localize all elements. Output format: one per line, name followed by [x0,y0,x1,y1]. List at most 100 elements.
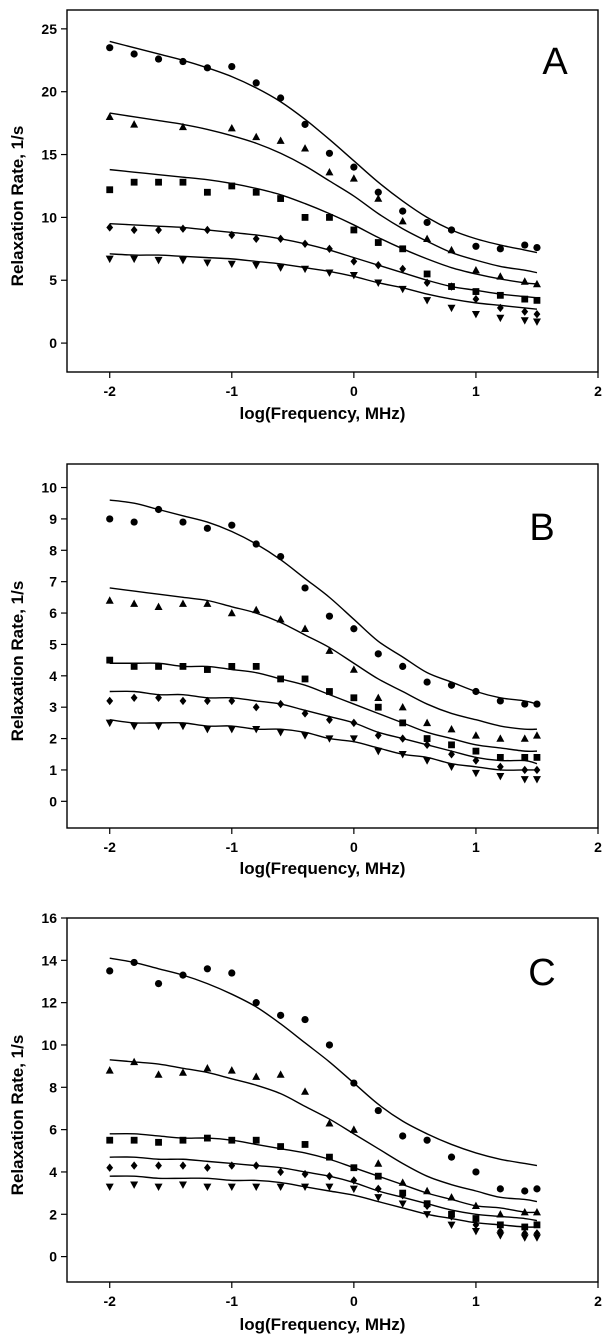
data-point-triangle-up [227,123,236,132]
data-point-triangle-up [301,624,310,632]
data-point-square [374,1172,382,1180]
data-point-square [130,1136,138,1144]
data-point-circle [521,1187,529,1195]
data-point-diamond [533,1229,541,1238]
data-point-diamond [496,762,504,772]
data-point-diamond [301,709,309,718]
data-point-triangle-up [349,174,358,182]
y-tick-label: 7 [49,574,57,590]
data-point-diamond [399,1191,407,1200]
data-point-square [326,688,333,695]
data-point-diamond [155,693,162,702]
data-point-square [472,288,480,295]
data-point-triangle-up [447,724,456,733]
series-square [106,1133,541,1231]
x-axis-title: log(Frequency, MHz) [240,859,406,878]
data-point-triangle-down [520,317,529,325]
panel-label: A [542,41,568,83]
y-tick-label: 5 [49,272,57,288]
x-tick-label: 2 [594,1293,602,1309]
x-tick-label: -1 [226,383,239,399]
data-point-square [399,245,407,253]
series-triangle-up [105,112,541,288]
data-point-square [423,270,431,278]
fit-curve [109,499,538,705]
data-point-triangle-down [447,304,456,313]
data-point-circle [325,1041,334,1049]
y-tick-label: 0 [49,793,57,809]
data-point-square [106,1136,114,1144]
panel-label: C [528,952,555,994]
data-point-diamond [350,1176,358,1185]
data-point-triangle-down [276,1183,285,1191]
data-point-triangle-up [130,1057,139,1066]
data-point-triangle-down [301,1183,310,1191]
data-point-triangle-down [374,1194,383,1202]
data-point-diamond [399,734,407,743]
data-point-diamond [472,1220,480,1230]
data-point-triangle-up [532,731,541,739]
data-point-triangle-down [276,264,285,272]
y-tick-label: 25 [41,21,57,37]
x-tick-label: -2 [103,383,116,399]
data-point-circle [325,149,334,157]
data-point-triangle-up [349,665,358,673]
y-axis-title: Relaxation Rate, 1/s [8,1035,27,1196]
data-point-square [533,296,541,304]
data-point-triangle-down [423,757,432,765]
data-point-diamond [277,234,285,243]
data-point-circle [447,1153,456,1161]
data-point-square [179,662,187,670]
data-point-square [374,239,382,246]
data-point-triangle-down [349,272,358,280]
data-point-square [496,291,504,299]
data-point-triangle-down [520,1234,529,1242]
series-triangle-up [105,1057,541,1218]
data-point-square [326,1153,333,1161]
x-tick-label: 1 [472,383,480,399]
series-circle [106,40,541,254]
data-point-triangle-up [276,136,285,144]
data-point-triangle-up [471,731,480,739]
data-point-circle [447,681,456,689]
data-point-circle [179,518,187,526]
data-point-square [533,1221,541,1229]
data-point-diamond [374,260,382,270]
data-point-square [423,735,431,742]
data-point-circle [301,120,309,128]
data-point-diamond [448,750,455,759]
data-point-triangle-down [178,1181,187,1189]
data-point-circle [533,1185,541,1193]
x-tick-label: 1 [472,839,480,855]
data-point-diamond [350,257,358,266]
series-square [106,168,541,304]
data-point-diamond [228,230,236,240]
data-point-square [252,1136,260,1144]
data-point-circle [252,79,260,87]
data-point-circle [154,55,163,63]
data-point-triangle-down [520,776,529,784]
series-circle [106,957,541,1195]
data-point-triangle-up [227,608,236,617]
data-point-diamond [252,234,260,243]
data-point-square [155,178,162,186]
data-point-circle [423,1136,431,1144]
data-point-square [252,188,260,196]
data-point-square [179,1136,187,1144]
data-point-circle [399,662,407,670]
data-point-triangle-down [349,735,358,743]
fit-curve [109,587,537,731]
data-point-square [203,1134,211,1142]
data-point-diamond [106,1163,114,1172]
data-point-triangle-up [130,120,139,128]
data-point-triangle-up [301,144,310,152]
data-point-triangle-down [105,1183,114,1191]
data-point-triangle-down [130,1181,139,1189]
y-tick-label: 0 [49,1249,57,1265]
x-axis-title: log(Frequency, MHz) [240,1315,406,1334]
data-point-triangle-up [520,734,529,742]
data-point-square [130,178,138,186]
data-point-triangle-down [130,255,139,264]
